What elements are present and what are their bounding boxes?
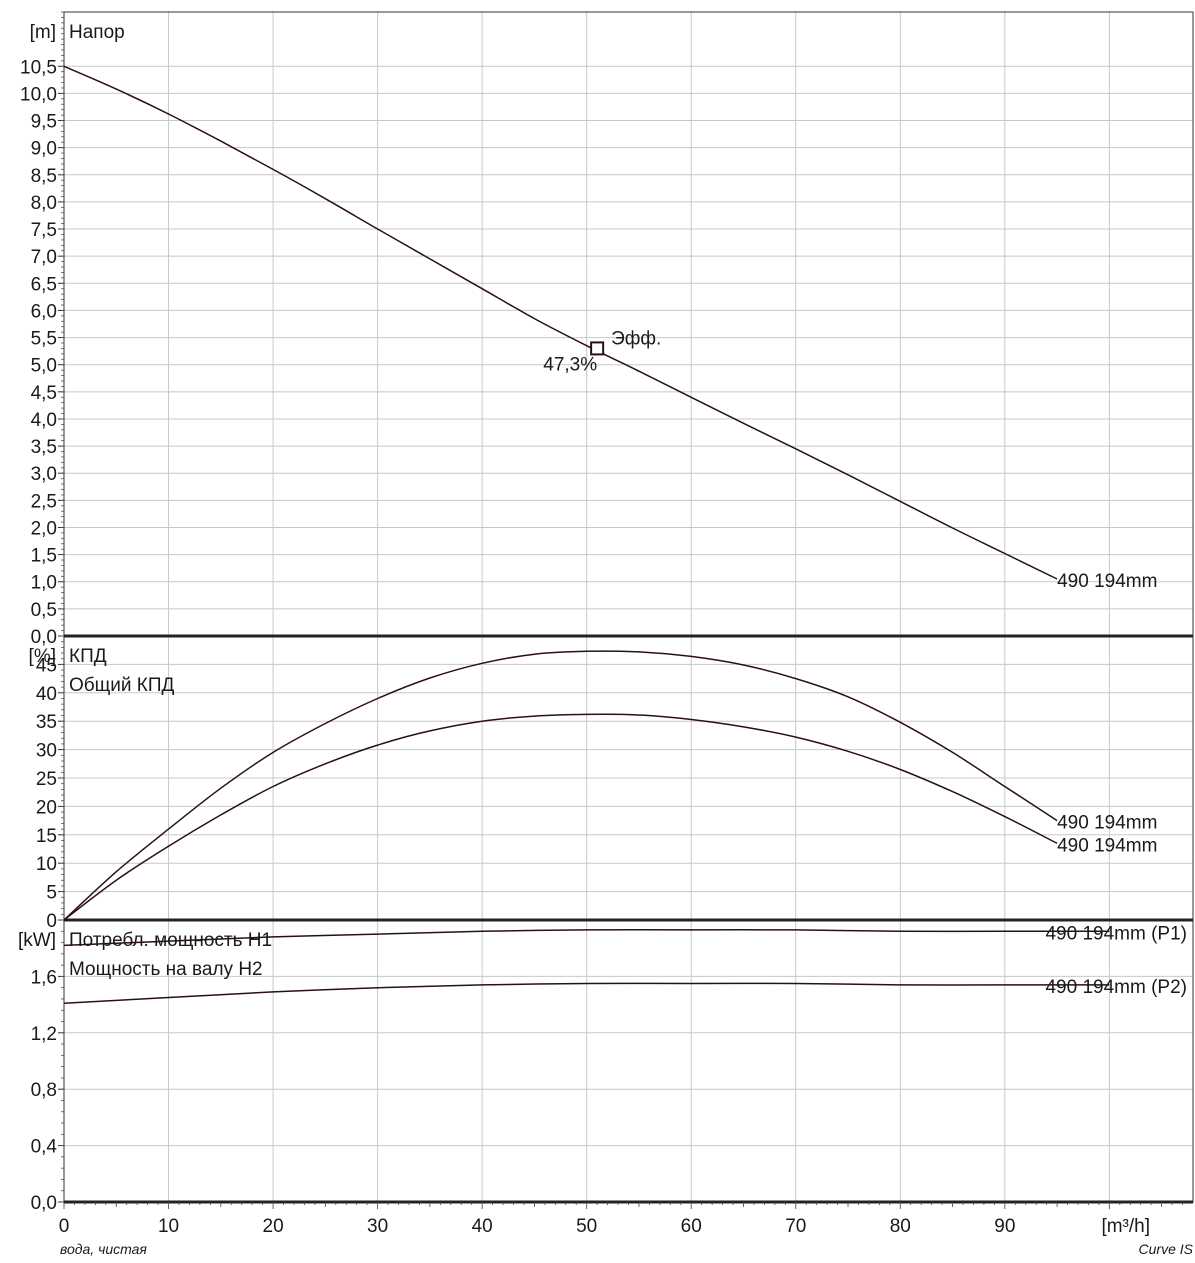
duty-point-label: Эфф. <box>611 328 661 349</box>
y-tick-label: 10,5 <box>20 57 57 78</box>
y-tick-label: 8,0 <box>31 193 57 214</box>
legend-entry: КПД <box>69 646 107 667</box>
y-tick-label: 9,5 <box>31 112 57 133</box>
y-unit-label: [m] <box>30 22 56 43</box>
x-tick-label: 60 <box>681 1216 702 1237</box>
y-tick-label: 0 <box>46 911 57 932</box>
y-tick-label: 3,0 <box>31 464 57 485</box>
footer-medium-label: вода, чистая <box>60 1241 147 1257</box>
series-line <box>63 65 1058 580</box>
y-tick-label: 0,0 <box>31 1193 57 1214</box>
y-tick-label: 25 <box>36 769 57 790</box>
y-tick-label: 45 <box>36 655 57 676</box>
series-line <box>63 929 1110 947</box>
y-tick-label: 10 <box>36 854 57 875</box>
y-tick-label: 0,5 <box>31 600 57 621</box>
y-tick-label: 35 <box>36 712 57 733</box>
y-tick-label: 7,0 <box>31 247 57 268</box>
curves-layer <box>63 65 1110 1004</box>
panel-frame <box>63 11 1194 637</box>
y-tick-label: 5,5 <box>31 329 57 350</box>
y-tick-label: 5,0 <box>31 356 57 377</box>
series-end-label: 490 194mm (P2) <box>1045 977 1187 998</box>
y-tick-label: 2,5 <box>31 491 57 512</box>
y-tick-label: 1,6 <box>31 967 57 988</box>
series-end-label: 490 194mm (P1) <box>1045 923 1187 944</box>
duty-point-marker <box>590 341 605 356</box>
duty-point-efficiency: 47,3% <box>543 354 597 375</box>
x-tick-label: 50 <box>576 1216 597 1237</box>
y-tick-label: 5 <box>46 883 57 904</box>
legend-entry: Мощность на валу Н2 <box>69 959 263 980</box>
y-tick-label: 6,5 <box>31 274 57 295</box>
y-tick-label: 6,0 <box>31 301 57 322</box>
labels-layer: 0,0 0,5 1,0 1,5 2,0 2,5 3,0 3,5 4,0 4,5 5,0 5,5 6,0 6… <box>18 22 1187 1237</box>
y-tick-label: 30 <box>36 741 57 762</box>
y-tick-label: 1,5 <box>31 546 57 567</box>
series-end-label: 490 194mm <box>1057 571 1157 592</box>
x-tick-label: 30 <box>367 1216 388 1237</box>
x-tick-label: 20 <box>263 1216 284 1237</box>
y-tick-label: 1,2 <box>31 1024 57 1045</box>
y-tick-label: 10,0 <box>20 84 57 105</box>
y-tick-label: 20 <box>36 797 57 818</box>
footer-curve-label: Curve IS <box>1139 1241 1194 1257</box>
grid-layer <box>63 12 1193 1203</box>
y-unit-label: [%] <box>29 646 56 667</box>
legend-entry: Напор <box>69 22 125 43</box>
legend-entry: Потребл. мощность Н1 <box>69 930 272 951</box>
y-tick-label: 0,0 <box>31 627 57 648</box>
y-tick-label: 8,5 <box>31 166 57 187</box>
y-tick-label: 7,5 <box>31 220 57 241</box>
series-end-label: 490 194mm <box>1057 835 1157 856</box>
y-tick-label: 3,5 <box>31 437 57 458</box>
series-line <box>63 982 1110 1004</box>
x-tick-label: 70 <box>785 1216 806 1237</box>
y-tick-label: 2,0 <box>31 518 57 539</box>
y-tick-label: 4,5 <box>31 383 57 404</box>
y-tick-label: 15 <box>36 826 57 847</box>
axes-layer <box>58 11 1194 1209</box>
x-tick-label: 0 <box>59 1216 70 1237</box>
series-end-label: 490 194mm <box>1057 813 1157 834</box>
legend-entry: Общий КПД <box>69 675 175 696</box>
series-line <box>63 713 1058 921</box>
y-tick-label: 0,4 <box>31 1137 58 1158</box>
y-unit-label: [kW] <box>18 930 56 951</box>
x-tick-label: 80 <box>890 1216 911 1237</box>
x-unit-label: [m³/h] <box>1101 1216 1150 1237</box>
x-tick-label: 10 <box>158 1216 179 1237</box>
y-tick-label: 0,8 <box>31 1080 57 1101</box>
y-tick-label: 9,0 <box>31 139 57 160</box>
x-tick-label: 40 <box>472 1216 493 1237</box>
y-tick-label: 40 <box>36 684 57 705</box>
y-tick-label: 4,0 <box>31 410 57 431</box>
x-tick-label: 90 <box>994 1216 1015 1237</box>
series-line <box>63 650 1058 921</box>
y-tick-label: 1,0 <box>31 573 57 594</box>
